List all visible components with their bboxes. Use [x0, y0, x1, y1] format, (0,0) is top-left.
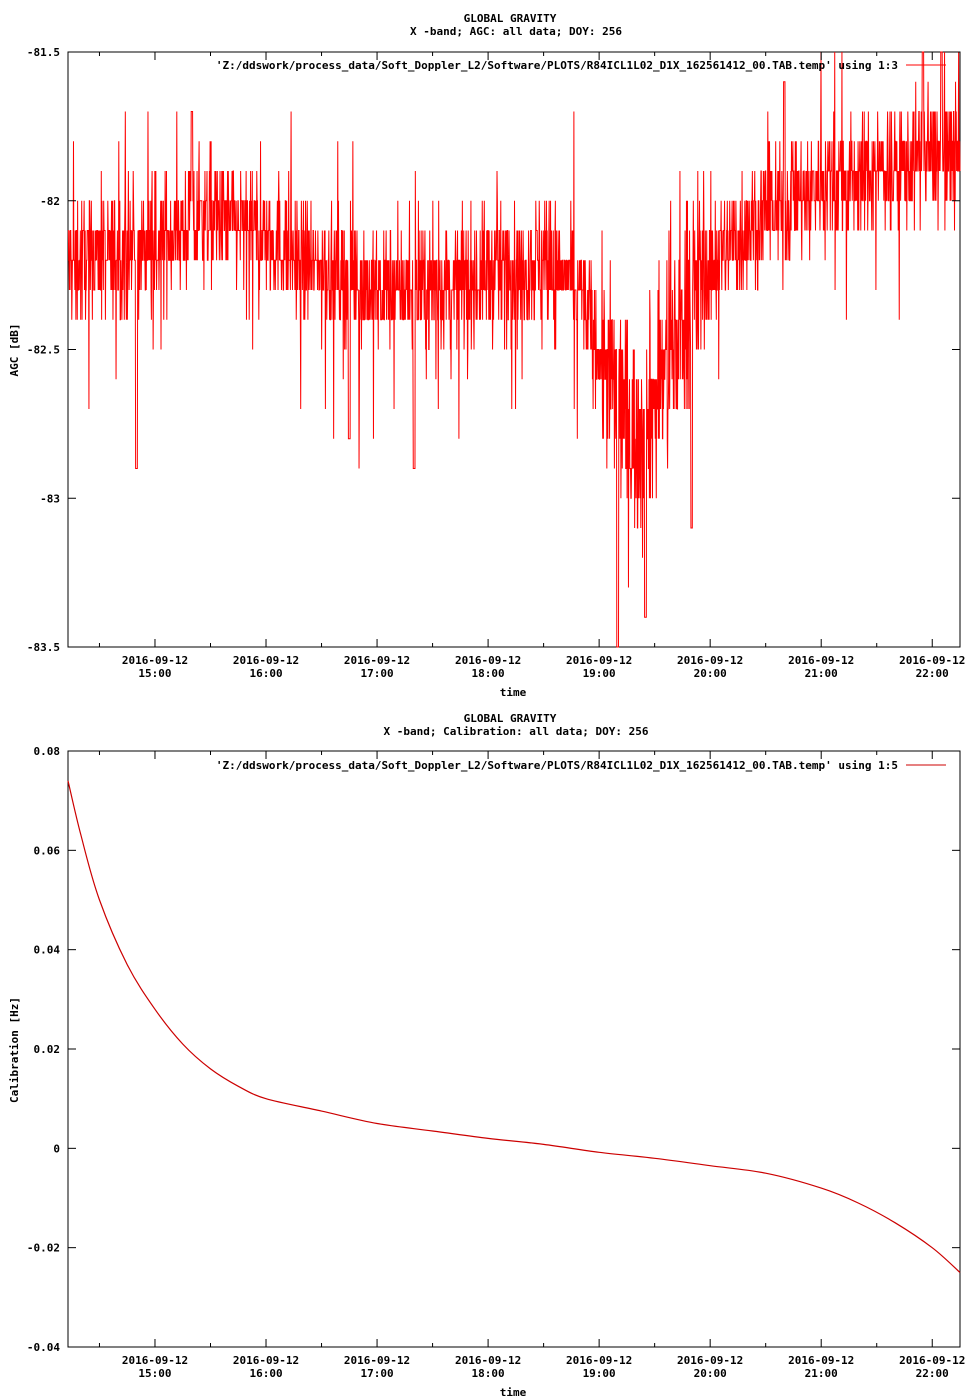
agc-x-tick-time: 17:00 — [360, 667, 393, 680]
calibration-x-tick-date: 2016-09-12 — [566, 1354, 632, 1367]
agc-chart-subtitle: X -band; AGC: all data; DOY: 256 — [410, 25, 622, 38]
calibration-legend-label: 'Z:/ddswork/process_data/Soft_Doppler_L2… — [216, 759, 898, 772]
calibration-x-tick-time: 15:00 — [138, 1367, 171, 1380]
calibration-x-axis-label: time — [500, 1386, 527, 1399]
calibration-x-tick-time: 17:00 — [360, 1367, 393, 1380]
agc-y-tick-label: -83.5 — [27, 641, 60, 654]
agc-y-tick-label: -81.5 — [27, 46, 60, 59]
calibration-x-tick-time: 22:00 — [916, 1367, 949, 1380]
calibration-y-tick-label: 0.06 — [34, 844, 61, 857]
agc-y-tick-label: -82.5 — [27, 344, 60, 357]
calibration-x-tick-date: 2016-09-12 — [677, 1354, 743, 1367]
calibration-y-tick-label: 0 — [53, 1142, 60, 1155]
agc-chart: GLOBAL GRAVITY X -band; AGC: all data; D… — [8, 12, 965, 699]
calibration-x-tick-date: 2016-09-12 — [455, 1354, 521, 1367]
agc-x-tick-date: 2016-09-12 — [566, 654, 632, 667]
agc-plot-frame — [67, 51, 961, 648]
agc-series — [67, 51, 961, 648]
calibration-x-tick-date: 2016-09-12 — [788, 1354, 854, 1367]
calibration-y-tick-label: 0.04 — [34, 944, 61, 957]
calibration-y-tick-label: -0.02 — [27, 1242, 60, 1255]
calibration-y-ticks: 0.08 0.06 0.04 0.02 0 -0.02 -0.04 — [27, 745, 960, 1354]
agc-x-tick-date: 2016-09-12 — [122, 654, 188, 667]
agc-x-tick-date: 2016-09-12 — [677, 654, 743, 667]
calibration-y-tick-label: -0.04 — [27, 1341, 60, 1354]
calibration-y-axis-label: Calibration [Hz] — [8, 997, 21, 1103]
agc-x-tick-date: 2016-09-12 — [899, 654, 965, 667]
calibration-x-tick-date: 2016-09-12 — [344, 1354, 410, 1367]
calibration-chart-title: GLOBAL GRAVITY — [464, 712, 557, 725]
calibration-x-tick-time: 16:00 — [249, 1367, 282, 1380]
calibration-x-tick-time: 20:00 — [694, 1367, 727, 1380]
calibration-plot-frame — [67, 750, 961, 1348]
agc-x-tick-date: 2016-09-12 — [344, 654, 410, 667]
agc-y-tick-label: -82 — [40, 195, 60, 208]
agc-x-tick-time: 19:00 — [583, 667, 616, 680]
calibration-y-tick-label: 0.02 — [34, 1043, 61, 1056]
agc-x-ticks: 2016-09-1215:002016-09-1216:002016-09-12… — [98, 52, 965, 680]
calibration-y-tick-label: 0.08 — [34, 745, 61, 758]
agc-series-line — [67, 51, 961, 648]
agc-x-axis-label: time — [500, 686, 527, 699]
calibration-series — [67, 780, 961, 1273]
agc-x-tick-time: 22:00 — [916, 667, 949, 680]
calibration-chart: GLOBAL GRAVITY X -band; Calibration: all… — [8, 712, 965, 1399]
agc-y-ticks: -81.5 -82 -82.5 -83 -83.5 — [27, 46, 960, 654]
calibration-series-line — [67, 780, 961, 1273]
agc-y-axis-label: AGC [dB] — [8, 324, 21, 377]
agc-x-tick-date: 2016-09-12 — [455, 654, 521, 667]
calibration-x-tick-time: 21:00 — [805, 1367, 838, 1380]
calibration-x-tick-date: 2016-09-12 — [233, 1354, 299, 1367]
calibration-x-tick-date: 2016-09-12 — [122, 1354, 188, 1367]
calibration-x-tick-date: 2016-09-12 — [899, 1354, 965, 1367]
agc-x-tick-time: 16:00 — [249, 667, 282, 680]
calibration-x-ticks: 2016-09-1215:002016-09-1216:002016-09-12… — [98, 751, 965, 1380]
agc-x-tick-date: 2016-09-12 — [788, 654, 854, 667]
agc-x-tick-date: 2016-09-12 — [233, 654, 299, 667]
agc-legend-label: 'Z:/ddswork/process_data/Soft_Doppler_L2… — [216, 59, 898, 72]
calibration-x-tick-time: 19:00 — [583, 1367, 616, 1380]
agc-x-tick-time: 18:00 — [472, 667, 505, 680]
agc-y-tick-label: -83 — [40, 492, 60, 505]
calibration-x-tick-time: 18:00 — [472, 1367, 505, 1380]
calibration-chart-subtitle: X -band; Calibration: all data; DOY: 256 — [384, 725, 649, 738]
agc-x-tick-time: 15:00 — [138, 667, 171, 680]
agc-chart-title: GLOBAL GRAVITY — [464, 12, 557, 25]
agc-x-tick-time: 21:00 — [805, 667, 838, 680]
agc-x-tick-time: 20:00 — [694, 667, 727, 680]
